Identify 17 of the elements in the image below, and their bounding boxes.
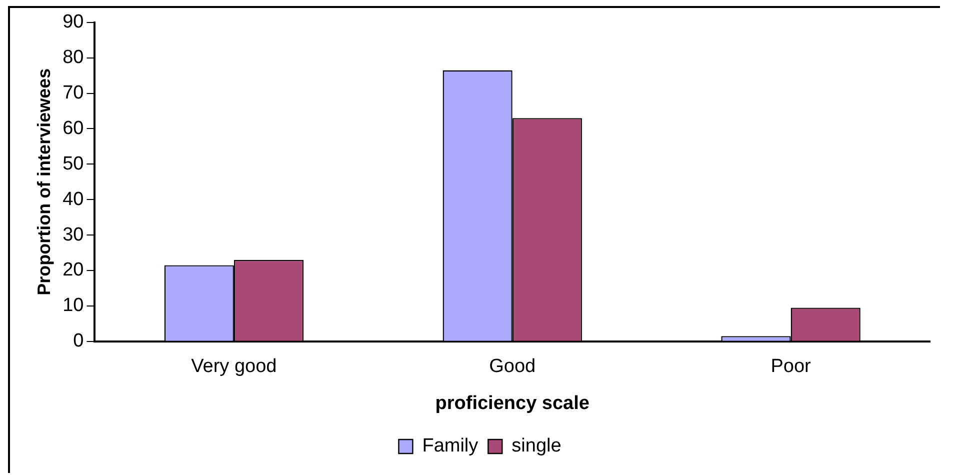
x-axis-title: proficiency scale [435,392,590,414]
y-tick-label: 30 [62,224,84,246]
y-tick-label: 0 [73,330,84,352]
y-tick-label: 80 [62,47,84,68]
x-tick-label: Very good [191,356,277,378]
x-tick-label: Good [489,356,536,378]
legend-label: Family [422,436,479,457]
y-tick-label: 70 [62,82,84,104]
y-tick-label: 50 [62,153,84,174]
legend-label: single [512,436,562,457]
y-tick-label: 90 [62,12,84,33]
x-tick-label: Poor [770,356,812,378]
y-tick-label: 10 [62,295,84,316]
y-tick-label: 40 [62,188,84,210]
y-tick-label: 20 [62,260,84,281]
y-tick-label: 60 [62,118,84,139]
y-axis-title: Proportion of interviewees [34,68,54,296]
